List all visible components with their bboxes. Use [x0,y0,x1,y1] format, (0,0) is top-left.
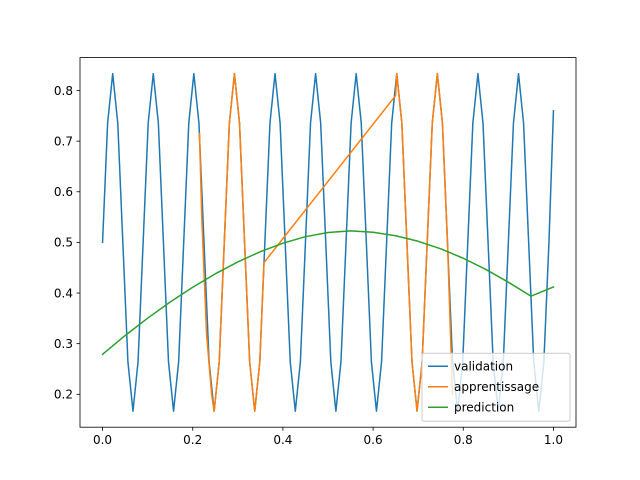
x-tick-label: 0.8 [454,433,473,447]
y-tick-label: 0.2 [54,388,73,402]
y-tick-label: 0.7 [54,134,73,148]
series-line-validation [101,72,555,412]
legend: validation apprentissage prediction [421,352,571,422]
y-tick-label: 0.4 [54,286,73,300]
legend-label-apprentissage: apprentissage [454,380,539,394]
legend-box [421,352,571,422]
x-tick-label: 0.0 [93,433,112,447]
series-layer [101,72,555,412]
series-line-prediction [101,230,555,356]
y-tick-label: 0.5 [54,236,73,250]
legend-label-validation: validation [454,360,513,374]
legend-label-prediction: prediction [454,401,514,415]
x-axis: 0.0 0.2 0.4 0.6 0.8 1.0 [93,427,563,447]
x-tick-label: 1.0 [544,433,563,447]
y-tick-label: 0.6 [54,185,73,199]
y-axis: 0.2 0.3 0.4 0.5 0.6 0.7 0.8 [54,84,80,402]
y-tick-label: 0.8 [54,84,73,98]
x-tick-label: 0.6 [364,433,383,447]
y-tick-label: 0.3 [54,337,73,351]
x-tick-label: 0.4 [273,433,292,447]
x-tick-label: 0.2 [183,433,202,447]
series-line-apprentissage [198,72,454,412]
